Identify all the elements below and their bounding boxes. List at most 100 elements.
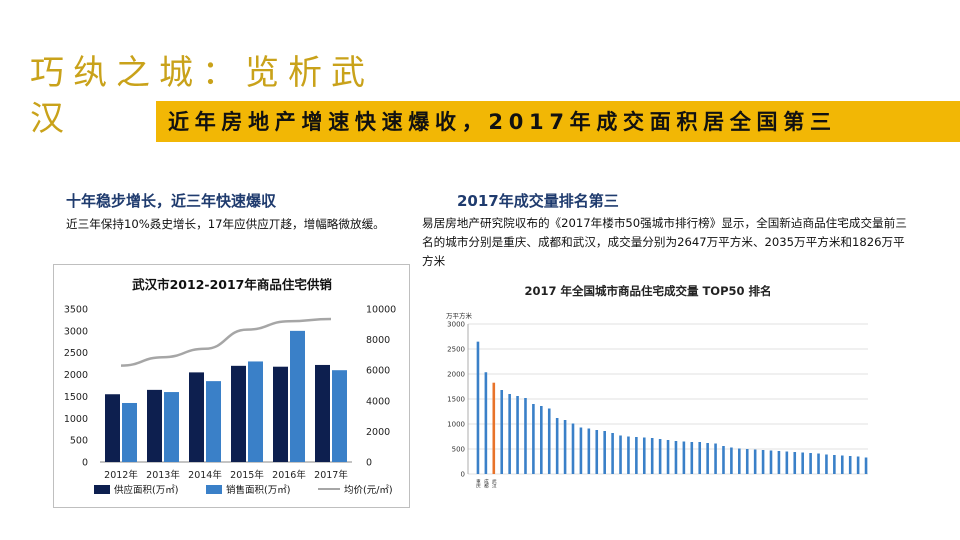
bar — [817, 453, 820, 474]
y-left-tick-label: 3500 — [64, 305, 88, 316]
bar — [595, 430, 599, 474]
bar — [801, 452, 804, 474]
x-tick-label: 2017年 — [314, 469, 348, 481]
y-right-tick-label: 6000 — [366, 366, 390, 377]
y-right-tick-label: 8000 — [366, 335, 390, 346]
bar — [555, 418, 559, 474]
bar — [603, 431, 606, 474]
bar — [579, 427, 583, 474]
bar — [619, 435, 622, 474]
bar-sales — [290, 330, 305, 462]
left-section-heading: 十年稳步增长，近三年快速爆収 — [66, 192, 277, 210]
top50-chart-frame: 2017 年全国城市商品住宅成交量 TOP50 排名 万平方米 0 500 1000 15… — [438, 278, 878, 538]
y-left-tick-label: 3000 — [64, 326, 88, 337]
bar — [516, 396, 519, 474]
bar-highlight — [492, 382, 496, 474]
y-axis-label: 万平方米 — [446, 311, 473, 320]
bar — [864, 457, 868, 474]
right-section-text: 易居房地产研究院収布的《2017年楼市50强城市排行榜》显示，全国新迠商品住宅成… — [422, 216, 907, 268]
bar-supply — [189, 372, 204, 462]
y-right-tick-label: 0 — [366, 458, 372, 469]
bar — [698, 442, 702, 474]
x-tick-label: 重庆 — [475, 478, 480, 490]
bar — [524, 398, 527, 474]
bar — [809, 453, 812, 474]
legend-swatch — [206, 485, 222, 494]
bar — [540, 406, 543, 474]
bar — [769, 450, 773, 474]
right-section-heading: 2017年成交量排名第三 — [457, 192, 619, 210]
y-tick-label: 3000 — [447, 321, 465, 329]
bar-supply — [231, 365, 246, 462]
y-tick-label: 2000 — [447, 371, 465, 379]
bar — [571, 423, 575, 474]
bar — [840, 455, 844, 474]
bar-sales — [332, 370, 347, 462]
bar — [674, 441, 678, 474]
bar — [753, 449, 757, 474]
y-left-tick-label: 2500 — [64, 348, 88, 359]
bar — [547, 408, 551, 474]
y-right-tick-label: 10000 — [366, 305, 396, 316]
bar-supply — [273, 366, 288, 462]
bar-sales — [248, 361, 263, 462]
bar — [642, 437, 646, 474]
chart-title: 2017 年全国城市商品住宅成交量 TOP50 排名 — [524, 284, 771, 298]
y-right-tick-label: 4000 — [366, 396, 390, 407]
bar-sales — [206, 381, 221, 462]
bar — [714, 443, 717, 474]
banner-bar — [156, 101, 960, 142]
x-tick-label: 2016年 — [272, 469, 306, 481]
bar — [627, 436, 630, 474]
bar-supply — [147, 389, 162, 462]
y-tick-label: 1000 — [447, 421, 465, 429]
bar — [682, 441, 686, 474]
bar — [563, 420, 567, 474]
bar — [833, 455, 836, 474]
bar — [666, 440, 670, 474]
y-left-tick-label: 0 — [82, 458, 88, 469]
bar — [508, 394, 511, 474]
chart-title: 武汉市2012-2017年商品住宅供销 — [132, 277, 332, 292]
bar — [635, 437, 638, 474]
bar — [587, 428, 591, 474]
x-tick-label: 2015年 — [230, 469, 264, 481]
supply-sales-chart-frame: 武汉市2012-2017年商品住宅供销 0 500 1000 1500 2000 2500 3… — [53, 264, 410, 508]
y-right-tick-label: 2000 — [366, 427, 390, 438]
bar — [706, 443, 709, 474]
y-left-tick-label: 1000 — [64, 414, 88, 425]
bar — [785, 451, 789, 474]
legend-label: 销售面积(万㎡) — [226, 484, 290, 496]
banner-text: 近年房地产增速快速爆收，2017年成交面积居全国第三 — [168, 110, 837, 134]
x-tick-label: 成都 — [483, 478, 488, 490]
bar-supply — [315, 364, 330, 462]
bar — [532, 404, 535, 474]
legend-swatch — [94, 485, 110, 494]
price-line — [120, 317, 332, 367]
left-section-text: 近三年保持10%叒史增长，17年应供应丌趍，增幅略微放缓。 — [66, 217, 385, 231]
bar — [848, 456, 852, 474]
bar — [650, 438, 654, 474]
bar — [500, 390, 504, 474]
x-tick-label: 2014年 — [188, 469, 222, 481]
bar — [793, 452, 797, 474]
bar — [825, 454, 828, 474]
bar — [476, 341, 480, 474]
legend-label: 均价(元/㎡) — [344, 484, 393, 496]
y-tick-label: 0 — [461, 471, 465, 479]
bar — [690, 442, 694, 474]
bar — [856, 456, 860, 474]
y-left-tick-label: 2000 — [64, 370, 88, 381]
y-tick-label: 1500 — [447, 396, 465, 404]
y-left-tick-label: 1500 — [64, 392, 88, 403]
bar — [738, 448, 741, 474]
bar — [777, 451, 781, 474]
x-tick-label: 武汉 — [491, 478, 496, 490]
legend-label: 供应面积(万㎡) — [114, 484, 178, 496]
y-left-tick-label: 500 — [70, 436, 88, 447]
bar — [484, 372, 488, 474]
x-tick-label: 2013年 — [146, 469, 180, 481]
x-tick-label: 2012年 — [104, 469, 138, 481]
supply-sales-chart: 武汉市2012-2017年商品住宅供销 0 500 1000 1500 2000 2500 3… — [64, 277, 396, 496]
